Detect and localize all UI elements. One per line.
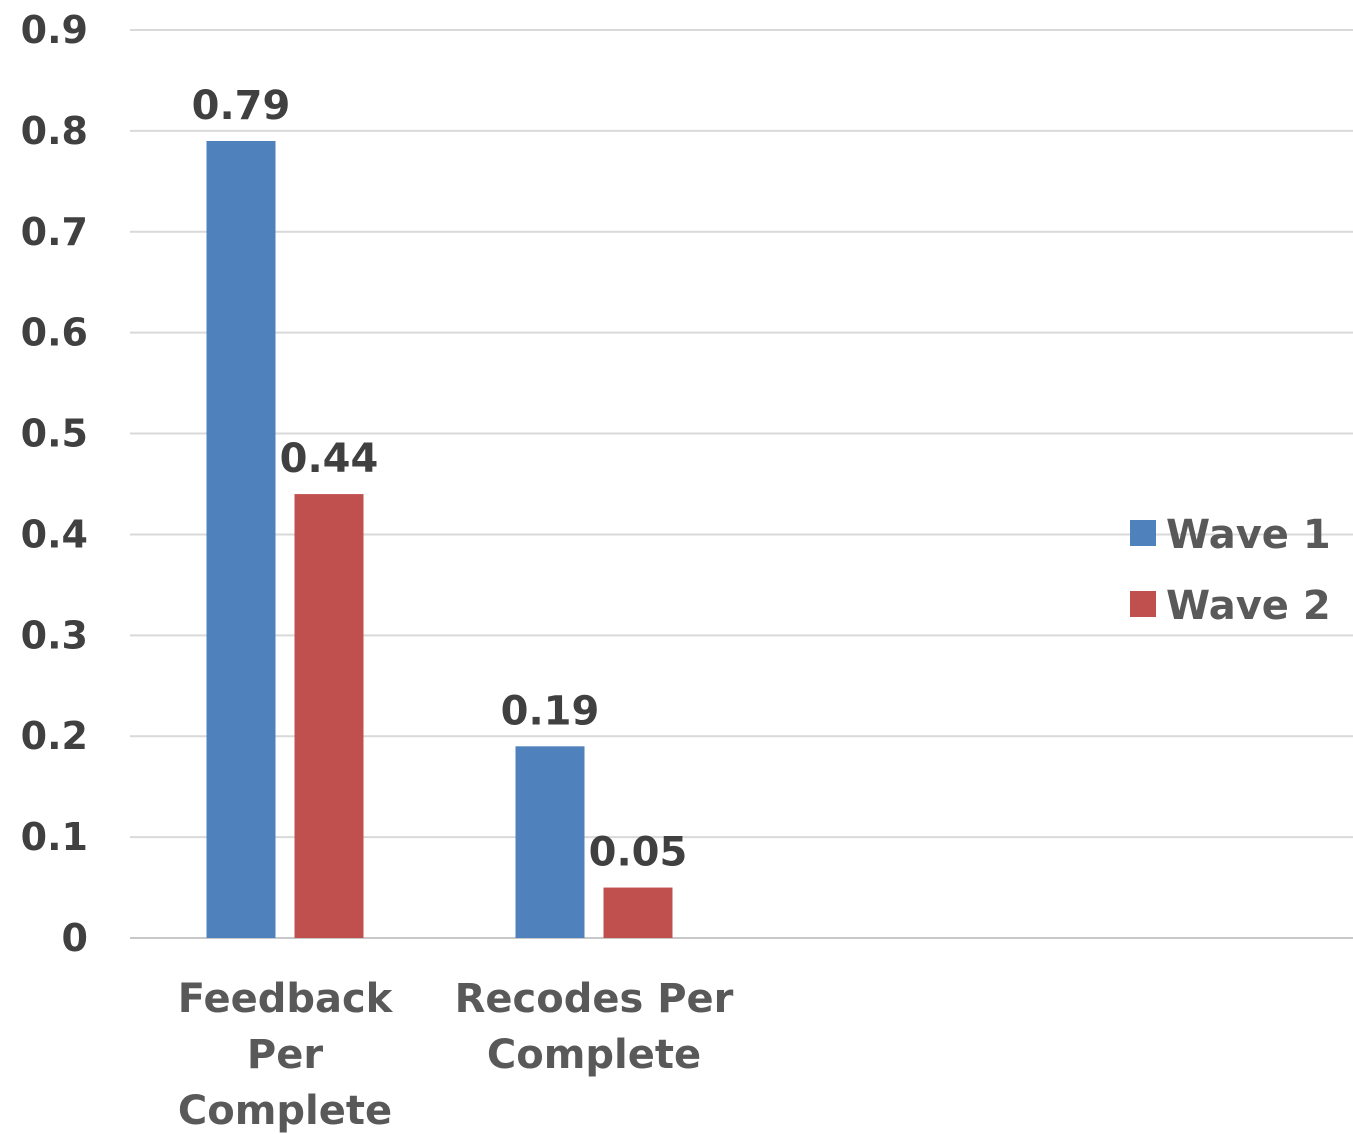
x-category-label: Feedback Per Complete [178, 976, 394, 1134]
bar [206, 140, 276, 938]
y-tick-label: 0.2 [21, 714, 88, 758]
y-axis-tick-labels: 0 0.1 0.2 0.3 0.4 0.5 0.6 0.7 0.8 0.9 [21, 8, 88, 960]
data-label: 0.05 [589, 830, 688, 876]
legend-swatch [1130, 591, 1156, 617]
x-category-label-line: Complete [178, 1088, 392, 1134]
legend-label: Wave 2 [1166, 583, 1331, 629]
x-category-label-line: Feedback [178, 976, 394, 1022]
bar [515, 746, 585, 938]
y-tick-label: 0.6 [21, 311, 88, 355]
x-axis-category-labels: Feedback Per Complete Recodes Per Complete [178, 976, 734, 1134]
y-tick-label: 0 [62, 916, 88, 960]
data-label: 0.79 [192, 83, 291, 129]
x-category-label-line: Recodes Per [455, 976, 734, 1022]
x-category-label-line: Per [247, 1032, 323, 1078]
legend-label: Wave 1 [1166, 512, 1331, 558]
y-tick-label: 0.3 [21, 613, 88, 657]
x-category-label: Recodes Per Complete [455, 976, 734, 1078]
y-tick-label: 0.1 [21, 815, 88, 859]
data-label: 0.44 [280, 436, 379, 482]
bar [294, 494, 364, 938]
y-tick-label: 0.5 [21, 412, 88, 456]
legend: Wave 1 Wave 2 [1130, 512, 1331, 629]
y-tick-label: 0.4 [21, 512, 88, 556]
y-tick-label: 0.8 [21, 109, 88, 153]
y-tick-label: 0.7 [21, 210, 88, 254]
legend-swatch [1130, 520, 1156, 546]
bar [603, 887, 673, 938]
data-label: 0.19 [501, 688, 600, 734]
x-category-label-line: Complete [487, 1032, 701, 1078]
y-tick-label: 0.9 [21, 8, 88, 52]
data-labels: 0.79 0.19 0.44 0.05 [192, 83, 688, 876]
bars [206, 140, 673, 938]
